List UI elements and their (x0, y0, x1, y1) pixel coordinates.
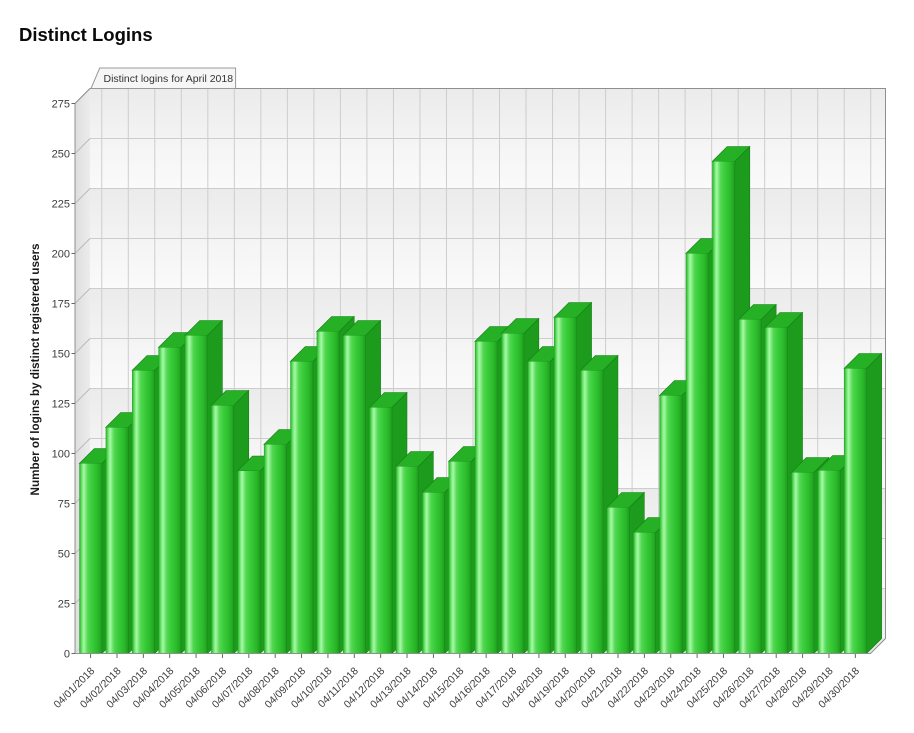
svg-text:200: 200 (52, 248, 70, 260)
svg-text:250: 250 (52, 148, 70, 160)
svg-text:Number of logins by distinct r: Number of logins by distinct registered … (29, 243, 42, 495)
svg-text:100: 100 (52, 448, 70, 460)
svg-text:75: 75 (58, 498, 70, 510)
svg-text:275: 275 (52, 98, 70, 110)
svg-text:225: 225 (52, 198, 70, 210)
svg-text:0: 0 (64, 648, 70, 660)
svg-text:175: 175 (52, 298, 70, 310)
svg-text:25: 25 (58, 598, 70, 610)
svg-text:50: 50 (58, 548, 70, 560)
svg-text:150: 150 (52, 348, 70, 360)
svg-text:Distinct logins for April 2018: Distinct logins for April 2018 (104, 73, 234, 85)
svg-text:125: 125 (52, 398, 70, 410)
